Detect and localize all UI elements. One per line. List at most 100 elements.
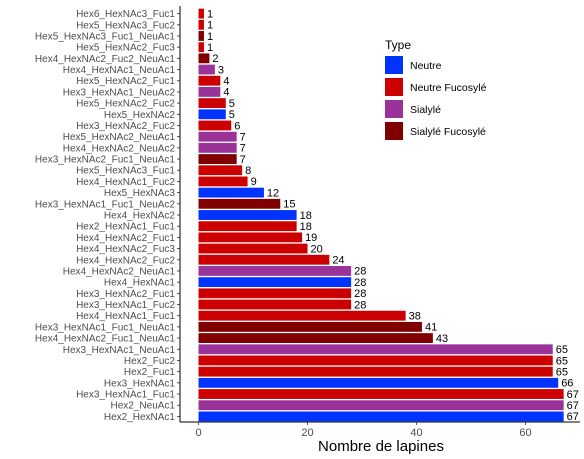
bar-Hex4_HexNAc2_Fuc2_NeuAc1 <box>198 53 210 64</box>
value-label: 5 <box>229 98 235 110</box>
legend: Type Neutre Neutre Fucosylé Sialylé Sialylé… <box>385 38 487 140</box>
bar-Hex5_HexNAc3_Fuc1 <box>198 165 243 176</box>
bar-Hex5_HexNAc2_NeuAc1 <box>198 131 237 142</box>
value-label: 28 <box>354 299 366 311</box>
y-tick-label: Hex2_HexNAc1 <box>104 412 176 423</box>
y-tick-label: Hex5_HexNAc2_Fuc3 <box>76 43 175 54</box>
value-label: 12 <box>267 187 279 199</box>
y-tick-label: Hex4_HexNAc1_Fuc2 <box>76 177 175 188</box>
y-tick-label: Hex5_HexNAc2_Fuc2 <box>76 99 175 110</box>
value-label: 67 <box>567 400 579 412</box>
y-tick-label: Hex5_HexNAc3 <box>104 188 176 199</box>
y-tick-label: Hex3_HexNAc1 <box>104 378 176 389</box>
bar-Hex6_HexNAc3_Fuc1 <box>198 8 204 19</box>
y-tick-label: Hex3_HexNAc2_Fuc1_NeuAc1 <box>35 155 176 166</box>
y-tick-label: Hex4_HexNAc1_NeuAc1 <box>63 65 176 76</box>
bar-Hex3_HexNAc2_Fuc1_NeuAc1 <box>198 154 237 164</box>
bar-Hex4_HexNAc2_NeuAc2 <box>198 142 237 153</box>
value-label: 28 <box>354 277 366 289</box>
bar-Hex5_HexNAc3_Fuc2 <box>198 19 204 30</box>
bar-Hex3_HexNAc1_Fuc2 <box>198 299 352 310</box>
value-label: 65 <box>556 355 568 367</box>
value-label: 4 <box>223 76 229 88</box>
y-tick-label: Hex4_HexNAc2_Fuc3 <box>76 244 175 255</box>
y-tick-label: Hex3_HexNAc1_Fuc1_NeuAc2 <box>35 199 176 210</box>
bar-Hex3_HexNAc2_Fuc2 <box>198 120 232 131</box>
value-label: 6 <box>234 120 240 132</box>
y-tick-label: Hex3_HexNAc2_Fuc1 <box>76 289 175 300</box>
value-label: 24 <box>332 255 344 267</box>
x-axis: 0 20 40 60 <box>180 421 580 439</box>
bar-Hex5_HexNAc2_Fuc1 <box>198 75 221 86</box>
y-tick-label: Hex4_HexNAc2_NeuAc1 <box>63 266 176 277</box>
bar-Hex2_NeuAc1 <box>198 400 564 411</box>
bar-Hex5_HexNAc2_Fuc3 <box>198 42 204 53</box>
value-label: 4 <box>223 87 229 99</box>
bar-Hex4_HexNAc1_NeuAc1 <box>198 64 215 75</box>
y-tick-label: Hex5_HexNAc3_Fuc1_NeuAc1 <box>35 31 176 42</box>
value-label: 7 <box>240 154 246 166</box>
bar-Hex3_HexNAc1 <box>198 377 559 388</box>
value-label: 65 <box>556 344 568 356</box>
value-label: 18 <box>300 221 312 233</box>
value-label: 66 <box>561 378 573 390</box>
bar-Hex5_HexNAc2 <box>198 109 226 120</box>
value-label: 5 <box>229 109 235 121</box>
value-label: 38 <box>409 311 421 323</box>
bars-layer <box>198 8 564 422</box>
value-label: 8 <box>245 165 251 177</box>
y-tick-label: Hex5_HexNAc2 <box>104 110 176 121</box>
value-label: 20 <box>311 243 323 255</box>
bar-Hex3_HexNAc1_Fuc1_NeuAc1 <box>198 321 422 332</box>
y-tick-label: Hex4_HexNAc2_Fuc1_NeuAc1 <box>35 334 176 345</box>
bar-Hex5_HexNAc3 <box>198 187 264 198</box>
value-label: 1 <box>207 42 213 54</box>
y-tick-label: Hex3_HexNAc1_NeuAc2 <box>63 87 176 98</box>
value-label: 2 <box>212 53 218 65</box>
value-label: 43 <box>436 333 448 345</box>
x-tick-label: 0 <box>195 427 201 439</box>
value-label: 65 <box>556 366 568 378</box>
bar-Hex3_HexNAc1_NeuAc1 <box>198 344 553 355</box>
y-tick-label: Hex3_HexNAc1_Fuc2 <box>76 300 175 311</box>
value-label: 1 <box>207 8 213 20</box>
bar-Hex4_HexNAc1_Fuc1 <box>198 310 406 321</box>
y-tick-label: Hex2_HexNAc1_Fuc1 <box>76 222 175 233</box>
bar-Hex5_HexNAc2_Fuc2 <box>198 98 226 109</box>
bar-Hex4_HexNAc2_Fuc1_NeuAc1 <box>198 333 433 344</box>
y-tick-label: Hex4_HexNAc2_Fuc2 <box>76 255 175 266</box>
legend-key-1 <box>385 56 403 74</box>
y-tick-label: Hex4_HexNAc2_NeuAc2 <box>63 143 176 154</box>
bar-Hex4_HexNAc2_Fuc1 <box>198 232 303 243</box>
y-tick-label: Hex4_HexNAc2_Fuc1 <box>76 233 175 244</box>
bar-Hex2_Fuc2 <box>198 355 553 366</box>
y-tick-label: Hex3_HexNAc1_Fuc1 <box>76 390 175 401</box>
bar-Hex5_HexNAc3_Fuc1_NeuAc1 <box>198 31 204 41</box>
legend-label: Sialylé <box>410 104 441 116</box>
legend-key-4 <box>385 122 403 140</box>
y-tick-label: Hex2_NeuAc1 <box>111 401 176 412</box>
value-label: 15 <box>283 199 295 211</box>
bar-Hex4_HexNAc1 <box>198 277 352 288</box>
value-label: 1 <box>207 31 213 43</box>
y-tick-label: Hex6_HexNAc3_Fuc1 <box>76 9 175 20</box>
bar-Hex4_HexNAc2 <box>198 210 297 220</box>
value-label: 7 <box>240 131 246 143</box>
y-tick-label: Hex5_HexNAc2_Fuc1 <box>76 76 175 87</box>
y-tick-label: Hex4_HexNAc2_Fuc2_NeuAc1 <box>35 54 176 65</box>
y-tick-label: Hex2_Fuc1 <box>124 367 176 378</box>
value-label: 28 <box>354 288 366 300</box>
legend-key-3 <box>385 100 403 118</box>
bar-Hex4_HexNAc2_NeuAc1 <box>198 266 352 276</box>
value-label: 1 <box>207 20 213 32</box>
value-label: 3 <box>218 64 224 76</box>
bar-Hex3_HexNAc1_Fuc1_NeuAc2 <box>198 198 281 209</box>
value-label: 41 <box>425 322 437 334</box>
legend-key-2 <box>385 78 403 96</box>
bar-Hex4_HexNAc2_Fuc2 <box>198 254 330 265</box>
x-tick-label: 40 <box>410 427 422 439</box>
value-label: 28 <box>354 266 366 278</box>
value-label: 18 <box>300 210 312 222</box>
value-label: 67 <box>567 389 579 401</box>
legend-label: Sialylé Fucosylé <box>410 126 486 138</box>
